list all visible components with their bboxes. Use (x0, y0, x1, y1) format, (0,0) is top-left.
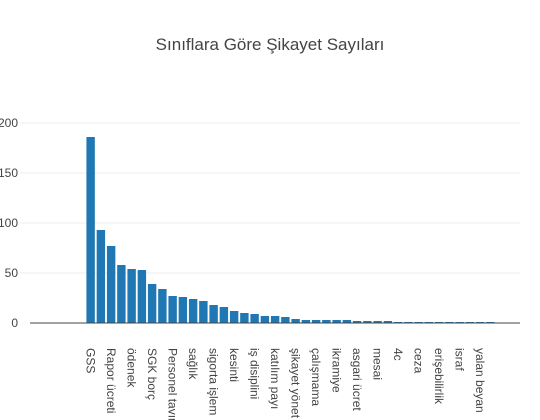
x-tick-label: mesai (370, 348, 384, 380)
bar (240, 313, 249, 323)
bar (281, 317, 290, 323)
gridlines (20, 122, 520, 274)
y-tick-label: 50 (5, 266, 19, 280)
y-tick-label: 150 (0, 166, 18, 180)
bar (322, 320, 331, 323)
bar (383, 321, 393, 323)
bar (342, 320, 352, 323)
chart-title: Sınıflara Göre Şikayet Sayıları (156, 35, 385, 54)
bar (199, 301, 208, 323)
bar (168, 296, 177, 323)
x-tick-label: kesinti (227, 348, 241, 382)
x-tick-label: 4c (391, 348, 405, 361)
bar (270, 316, 280, 323)
bar (147, 284, 157, 323)
x-axis-ticks: GSS Rapor ücreti ödenek SGK borç Personel ta… (83, 348, 487, 420)
x-tick-label: SGK borç (145, 348, 159, 400)
x-tick-label: israf (452, 348, 466, 371)
bar (260, 316, 270, 323)
x-tick-label: sigorta işlem (206, 348, 220, 415)
bar (178, 297, 188, 323)
y-axis-ticks: 0 50 100 150 200 (0, 116, 18, 330)
bar (332, 320, 341, 323)
y-tick-label: 100 (0, 216, 18, 230)
x-tick-label: yalan beyan (473, 348, 487, 413)
x-tick-label: erişebilirlik (432, 348, 446, 405)
bar (117, 265, 126, 323)
y-tick-label: 0 (11, 316, 18, 330)
bar (291, 319, 300, 323)
bar (363, 321, 372, 323)
x-tick-label: şikayet yönet (288, 348, 302, 419)
x-tick-label: sağlık (186, 348, 200, 380)
x-tick-label: katılım payı (268, 348, 282, 409)
bar (106, 246, 116, 323)
x-tick-label: çalışmama (309, 348, 323, 406)
x-tick-label: ikramiye (329, 348, 343, 393)
bar (301, 320, 311, 323)
bar (250, 314, 259, 323)
bar (96, 230, 106, 323)
bar (219, 307, 229, 323)
x-tick-label: asgari ücret (350, 348, 364, 411)
x-tick-label: iş disiplini (247, 348, 261, 399)
bar (137, 270, 147, 323)
x-tick-label: ceza (411, 348, 425, 374)
bar (209, 305, 218, 323)
bar (229, 311, 239, 323)
bar (352, 321, 362, 323)
x-tick-label: ödenek (124, 348, 138, 388)
bars (86, 137, 495, 323)
y-tick-label: 200 (0, 116, 18, 130)
bar (158, 289, 167, 323)
bar (188, 299, 198, 323)
x-tick-label: Personel tavır (165, 348, 179, 420)
x-tick-label: Rapor ücreti (104, 348, 118, 413)
bar (373, 321, 382, 323)
bar (311, 320, 321, 323)
bar (127, 269, 136, 323)
x-tick-label: GSS (83, 348, 97, 373)
bar (86, 137, 95, 323)
